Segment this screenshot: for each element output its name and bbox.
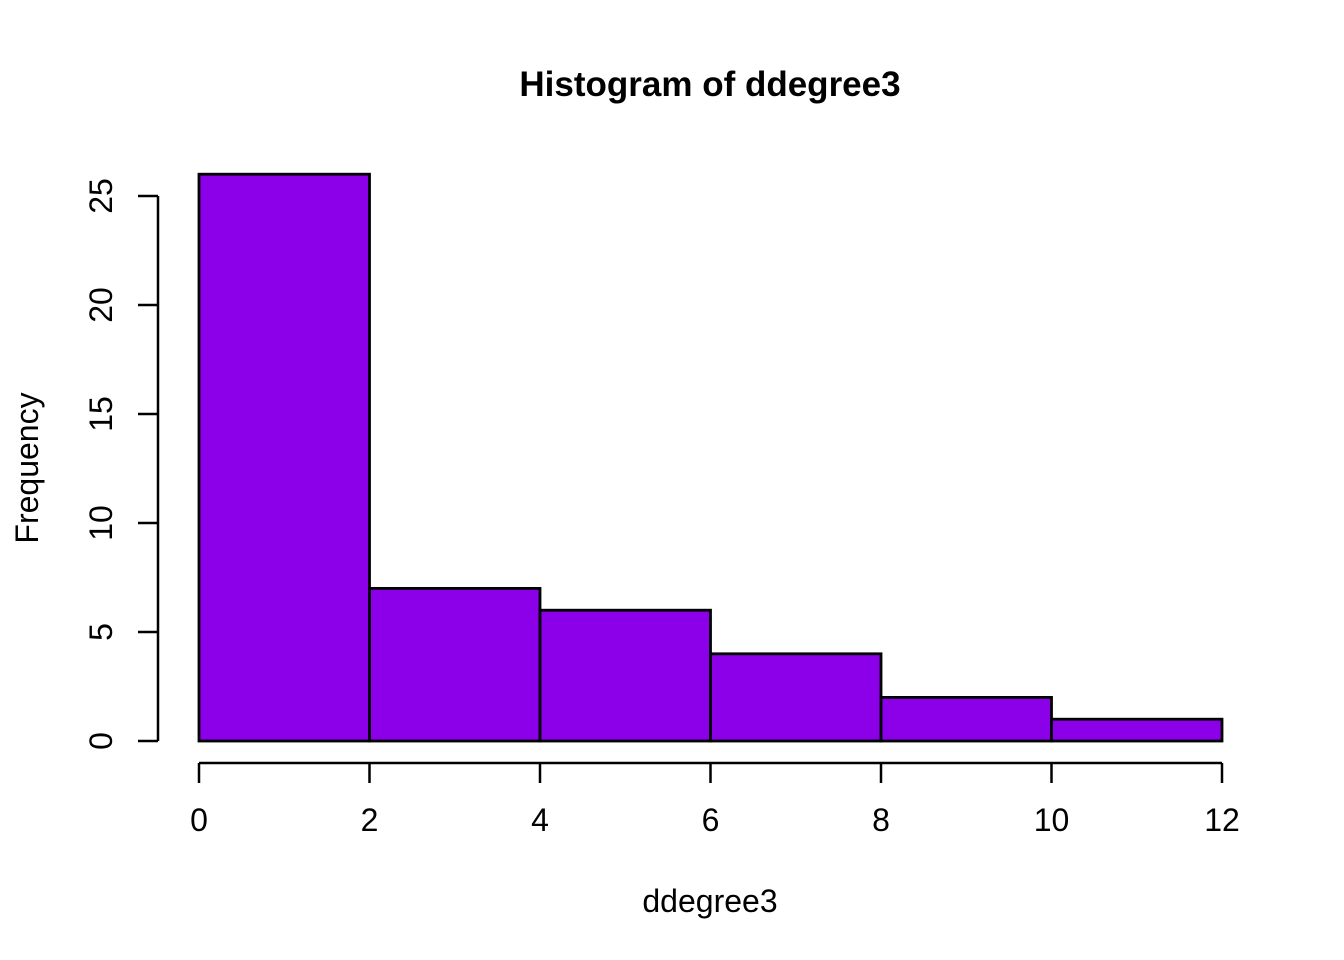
x-tick-label: 6 <box>702 802 720 838</box>
x-axis-label: ddegree3 <box>642 883 777 919</box>
histogram-bar <box>197 172 371 743</box>
histogram-bar <box>1050 717 1224 743</box>
histogram-bar <box>368 587 542 743</box>
y-axis-label: Frequency <box>9 392 45 543</box>
y-tick-label: 20 <box>83 287 119 323</box>
x-tick-label: 2 <box>361 802 379 838</box>
x-tick-label: 4 <box>531 802 549 838</box>
y-tick-label: 25 <box>83 178 119 214</box>
histogram-bar <box>879 696 1053 743</box>
y-tick-label: 5 <box>83 623 119 641</box>
chart-title: Histogram of ddegree3 <box>519 65 900 104</box>
x-axis: 0 2 4 6 8 10 12 <box>190 761 1240 838</box>
y-tick-label: 10 <box>83 505 119 541</box>
bars-group <box>197 172 1224 743</box>
x-tick-label: 12 <box>1204 802 1240 838</box>
y-tick-label: 0 <box>83 732 119 750</box>
y-tick-label: 15 <box>83 396 119 432</box>
x-tick-label: 0 <box>190 802 208 838</box>
histogram-bar <box>538 608 712 743</box>
histogram-bar <box>709 652 883 743</box>
y-axis: 0 5 10 15 20 25 <box>83 178 160 750</box>
x-tick-label: 10 <box>1034 802 1070 838</box>
x-tick-label: 8 <box>872 802 890 838</box>
